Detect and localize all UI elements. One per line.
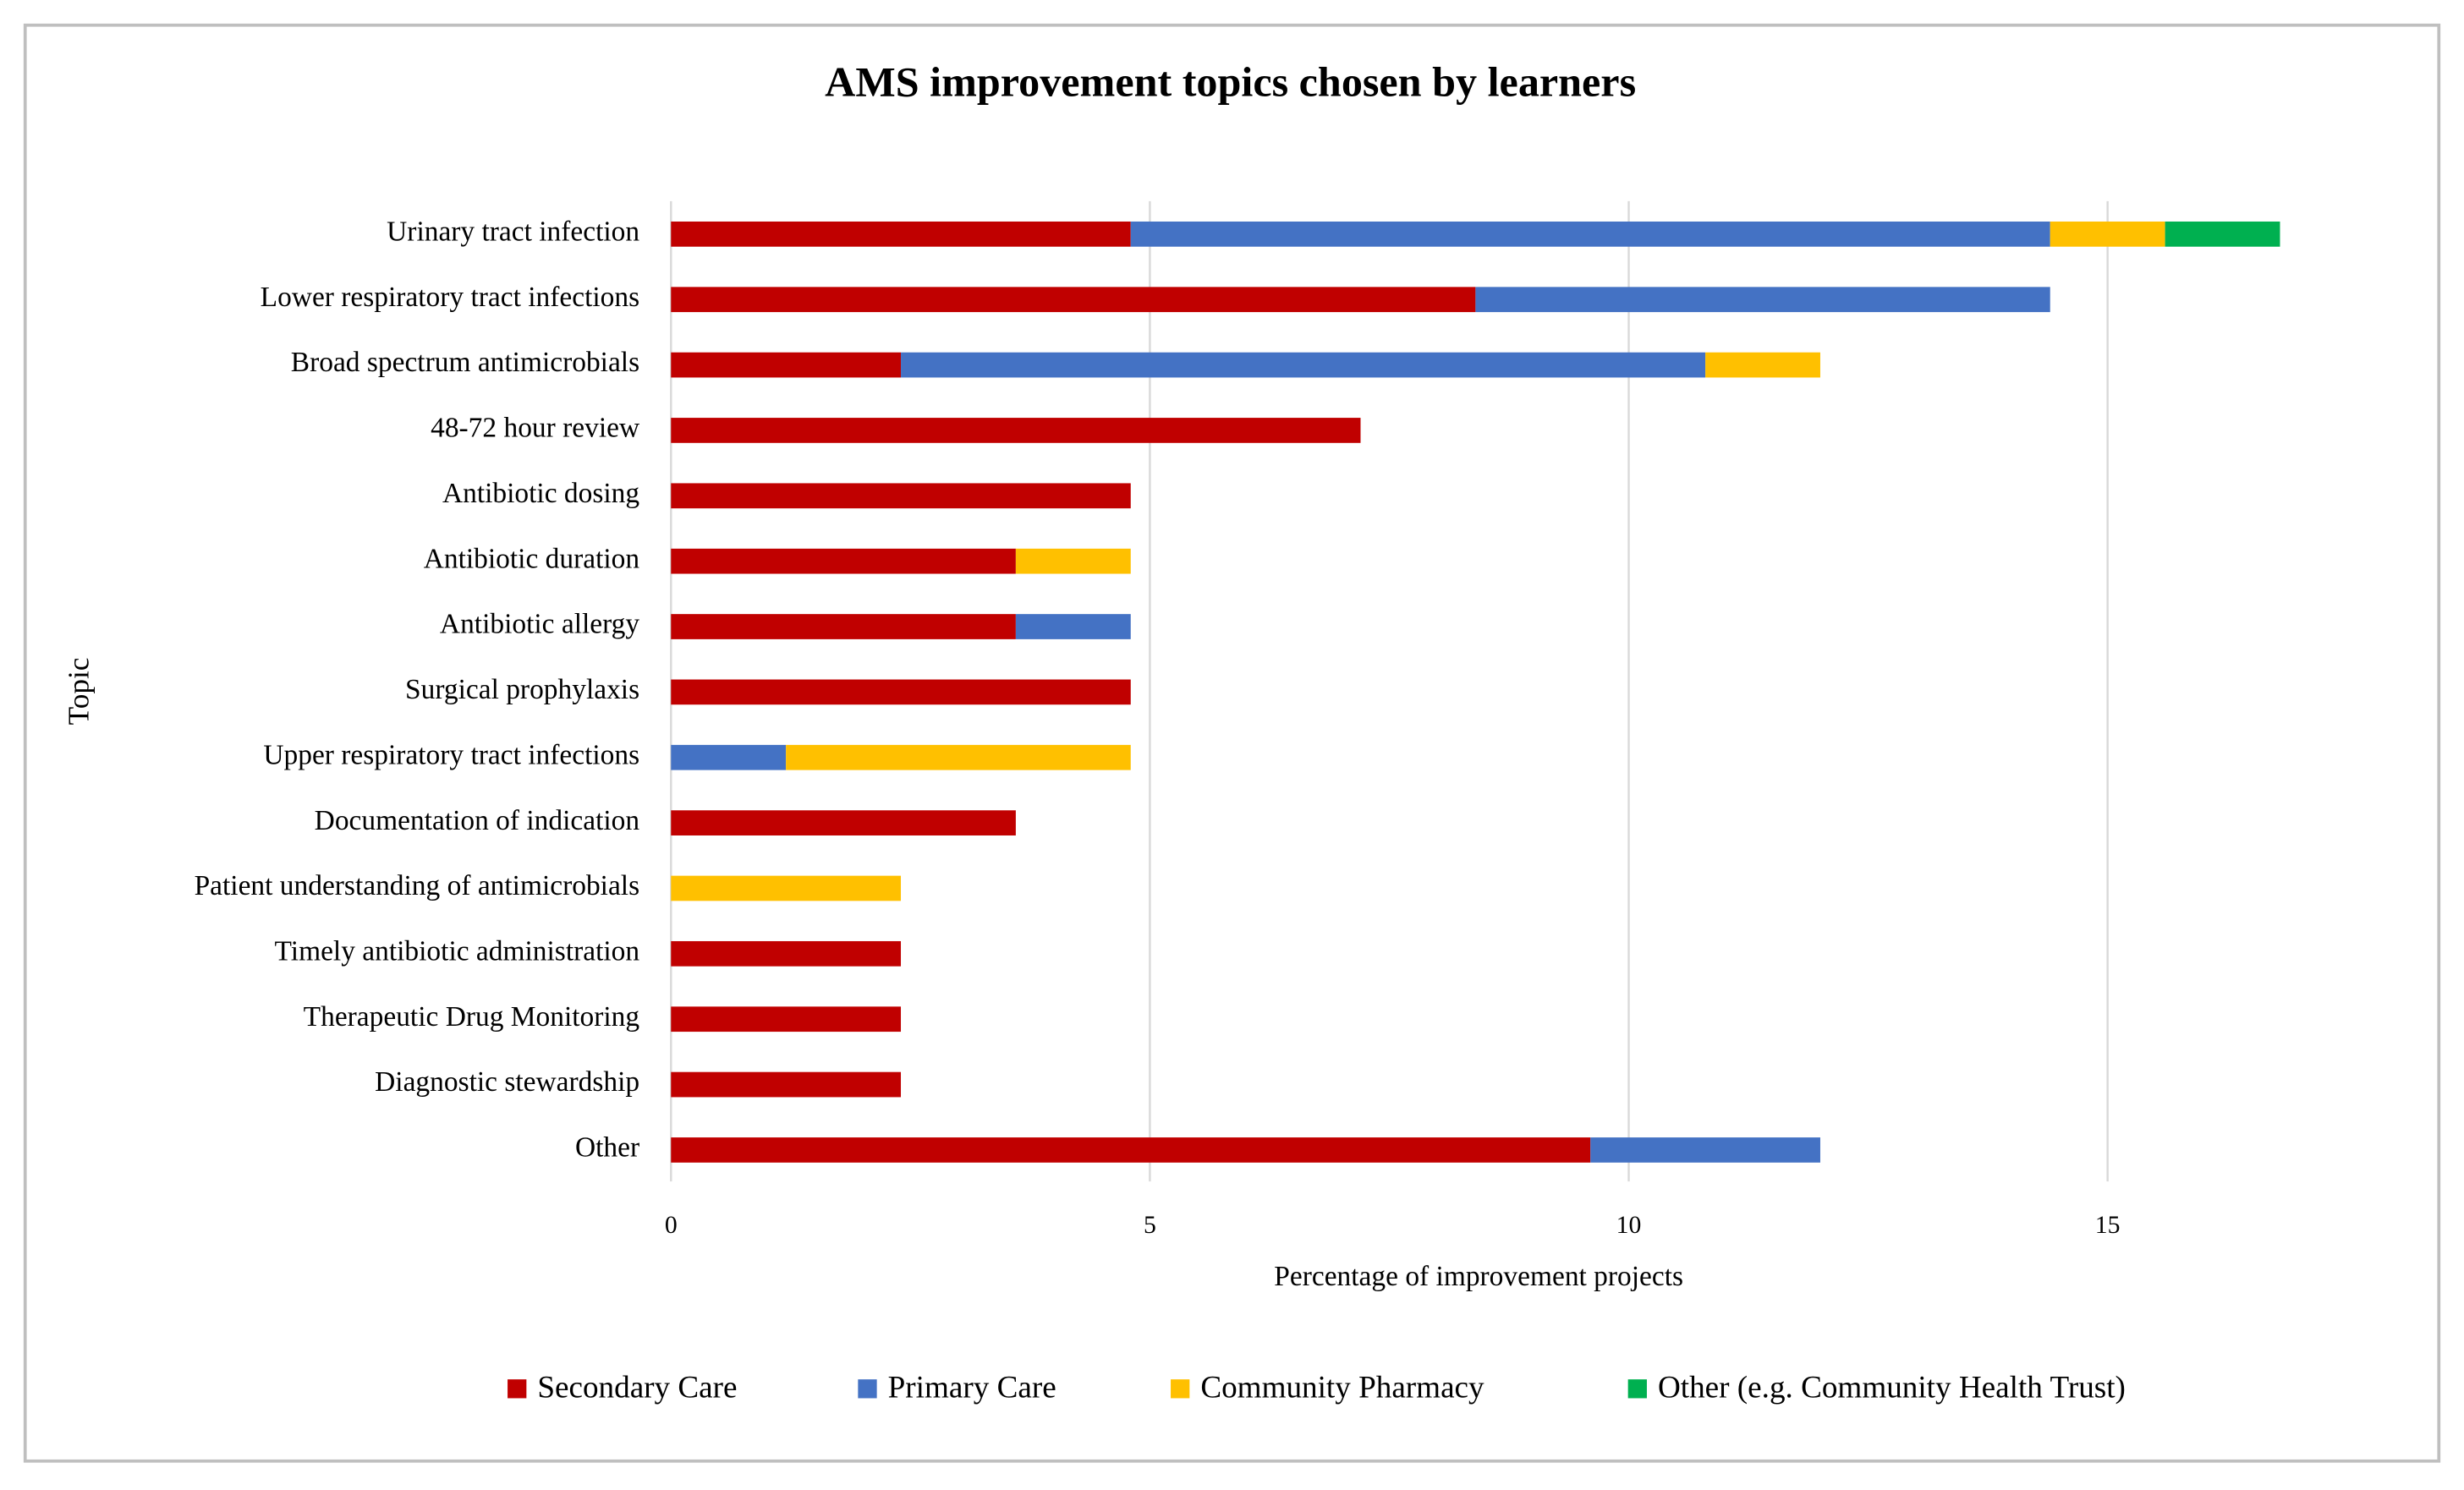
- y-tick-label: Timely antibiotic administration: [275, 936, 640, 967]
- bar-segment: [2050, 221, 2165, 247]
- legend-label: Primary Care: [888, 1371, 1056, 1405]
- y-tick-label: Other: [575, 1132, 639, 1164]
- bar-segment: [1590, 1137, 1820, 1163]
- bar-segment: [671, 614, 1016, 639]
- x-axis-title: Percentage of improvement projects: [1274, 1261, 1683, 1292]
- bar-segment: [1475, 287, 2050, 313]
- x-tick-label: 0: [665, 1212, 678, 1239]
- y-tick-label: Antibiotic allergy: [440, 609, 639, 640]
- legend-swatch: [1171, 1379, 1190, 1399]
- bar-segment: [671, 548, 1016, 574]
- y-axis-title: Topic: [63, 658, 96, 726]
- bar-segment: [671, 221, 1131, 247]
- chart-title: AMS improvement topics chosen by learner…: [825, 58, 1636, 106]
- legend-swatch: [508, 1379, 527, 1399]
- y-tick-label: Antibiotic duration: [424, 543, 640, 574]
- legend-label: Community Pharmacy: [1200, 1371, 1484, 1405]
- y-tick-label: Antibiotic dosing: [442, 478, 639, 509]
- bar-segment: [671, 1137, 1591, 1163]
- bar-segment: [671, 352, 902, 378]
- y-tick-label: 48-72 hour review: [431, 413, 639, 444]
- legend-label: Secondary Care: [537, 1371, 737, 1405]
- y-tick-label: Urinary tract infection: [387, 216, 639, 248]
- chart-frame: [23, 23, 2441, 1463]
- x-tick-label: 15: [2095, 1212, 2121, 1239]
- x-tick-label: 5: [1144, 1212, 1156, 1239]
- bar-segment: [901, 352, 1706, 378]
- bar-segment: [1015, 548, 1131, 574]
- x-tick-label: 10: [1616, 1212, 1642, 1239]
- bar-segment: [671, 940, 902, 967]
- y-tick-label: Broad spectrum antimicrobials: [291, 347, 639, 378]
- y-tick-label: Documentation of indication: [315, 805, 640, 836]
- bar-segment: [671, 287, 1476, 313]
- bar-segment: [671, 875, 902, 901]
- legend-swatch: [858, 1379, 877, 1399]
- bar-segment: [1015, 614, 1131, 639]
- bar-segment: [671, 483, 1131, 509]
- y-tick-label: Patient understanding of antimicrobials: [195, 870, 640, 901]
- bar-segment: [1705, 352, 1820, 378]
- y-tick-label: Surgical prophylaxis: [405, 674, 639, 705]
- legend-label: Other (e.g. Community Health Trust): [1658, 1371, 2126, 1405]
- y-tick-label: Diagnostic stewardship: [375, 1066, 639, 1098]
- bar-segment: [671, 1006, 902, 1033]
- y-tick-label: Therapeutic Drug Monitoring: [304, 1001, 640, 1033]
- bar-segment: [786, 744, 1131, 770]
- bar-segment: [671, 1071, 902, 1098]
- bar-segment: [671, 679, 1131, 705]
- bar-segment: [671, 810, 1016, 835]
- y-tick-label: Lower respiratory tract infections: [261, 282, 639, 313]
- y-tick-label: Upper respiratory tract infections: [263, 739, 639, 770]
- legend-swatch: [1627, 1379, 1647, 1399]
- bar-segment: [1130, 221, 2050, 247]
- bar-segment: [671, 744, 787, 770]
- bar-segment: [2165, 221, 2280, 247]
- bar-segment: [671, 418, 1361, 443]
